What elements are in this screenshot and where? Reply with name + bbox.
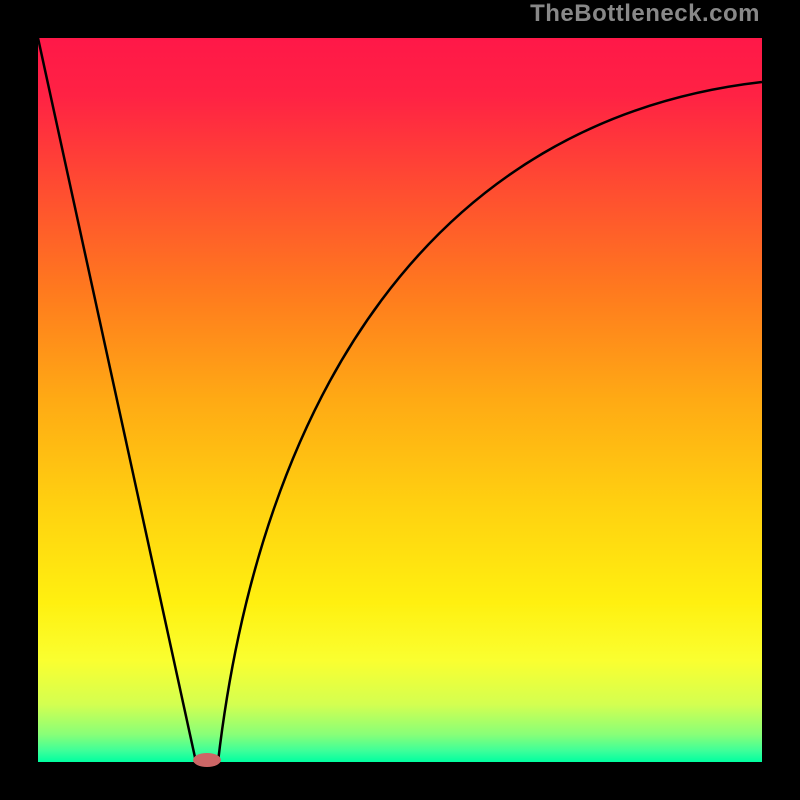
chart-svg [0, 0, 800, 800]
watermark: TheBottleneck.com [530, 0, 760, 28]
plot-area [38, 38, 762, 762]
chart-frame: { "watermark": "TheBottleneck.com", "plo… [0, 0, 800, 800]
minimum-marker [193, 753, 221, 767]
